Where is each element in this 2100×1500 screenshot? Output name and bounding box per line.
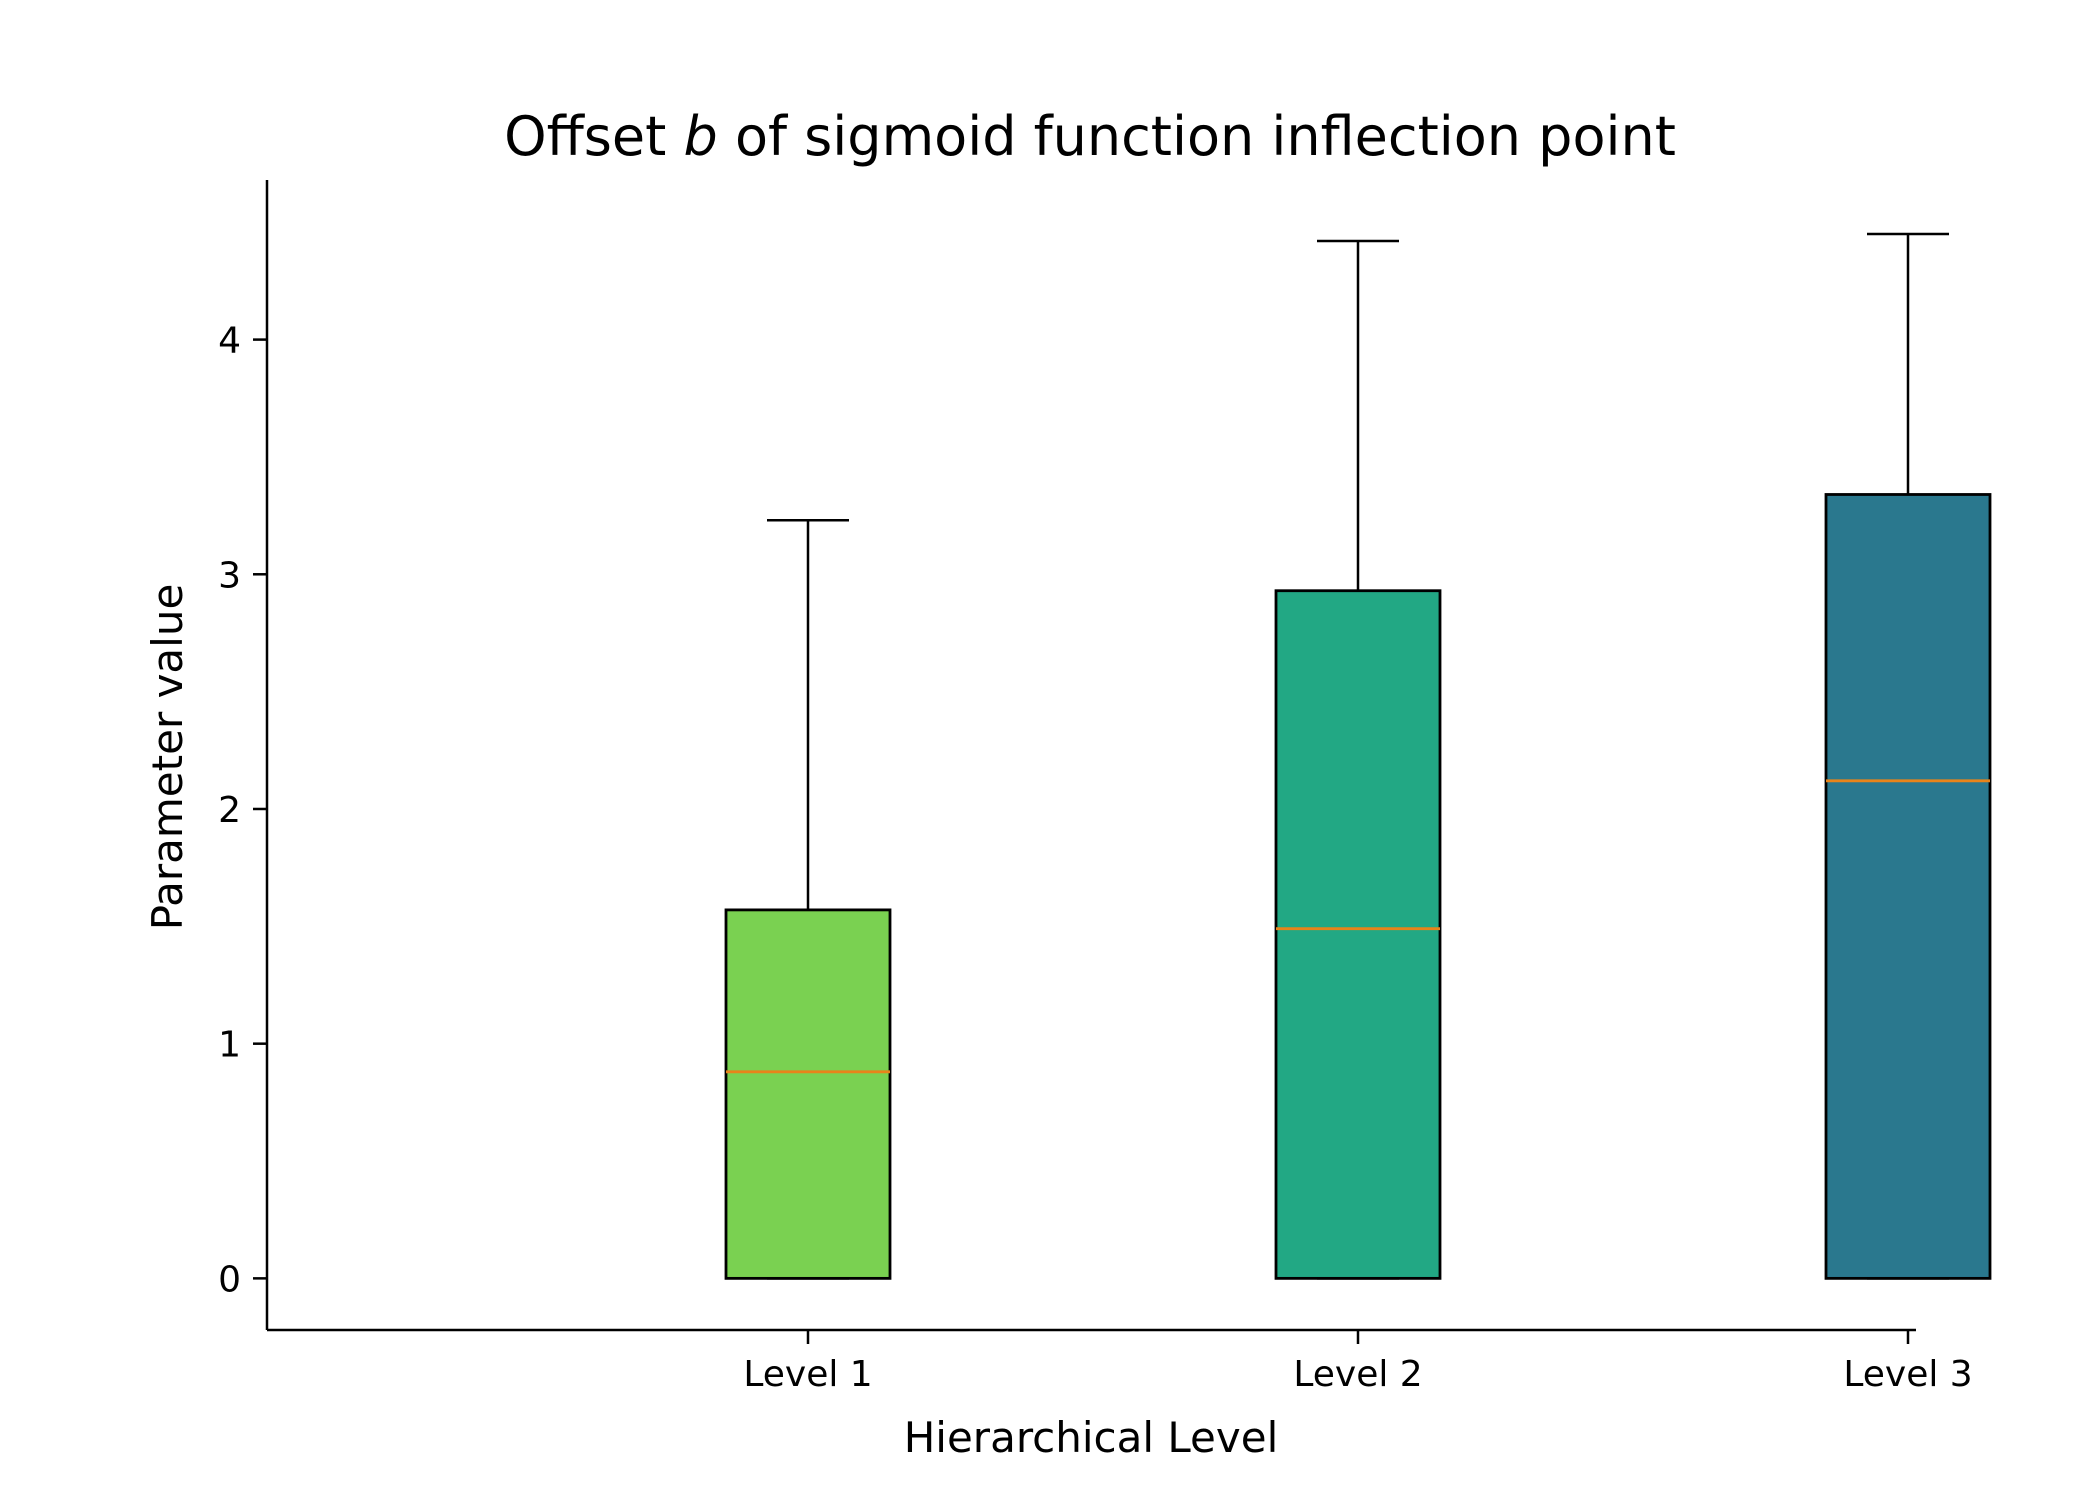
chart-title: Offset b of sigmoid function inflection … (504, 105, 1676, 168)
y-tick-label-2: 2 (218, 790, 241, 831)
box-level-2 (1274, 239, 1442, 1280)
iqr-box-level-2 (1274, 589, 1442, 1280)
iqr-box-level-3 (1824, 493, 1992, 1280)
x-tick-label-level-2: Level 2 (1293, 1354, 1422, 1395)
x-tick-label-level-1: Level 1 (743, 1354, 872, 1395)
chart-title-variable: b (684, 105, 718, 168)
y-tick-label-3: 3 (218, 555, 241, 596)
chart-title-suffix: of sigmoid function inflection point (718, 105, 1676, 168)
x-axis-ticks: Level 1 Level 2 Level 3 (743, 1330, 1973, 1395)
plot-area (724, 232, 1992, 1280)
y-tick-label-0: 0 (218, 1259, 241, 1300)
iqr-box-level-1 (724, 908, 892, 1280)
y-axis-ticks: 0 1 2 3 4 (218, 321, 267, 1300)
y-tick-label-1: 1 (218, 1025, 241, 1066)
y-tick-label-4: 4 (218, 321, 241, 362)
chart-title-prefix: Offset (504, 105, 683, 168)
y-axis-label: Parameter value (143, 584, 192, 931)
x-tick-label-level-3: Level 3 (1843, 1354, 1972, 1395)
box-level-3 (1824, 232, 1992, 1280)
x-axis-label: Hierarchical Level (904, 1413, 1279, 1462)
box-level-1 (724, 519, 892, 1280)
